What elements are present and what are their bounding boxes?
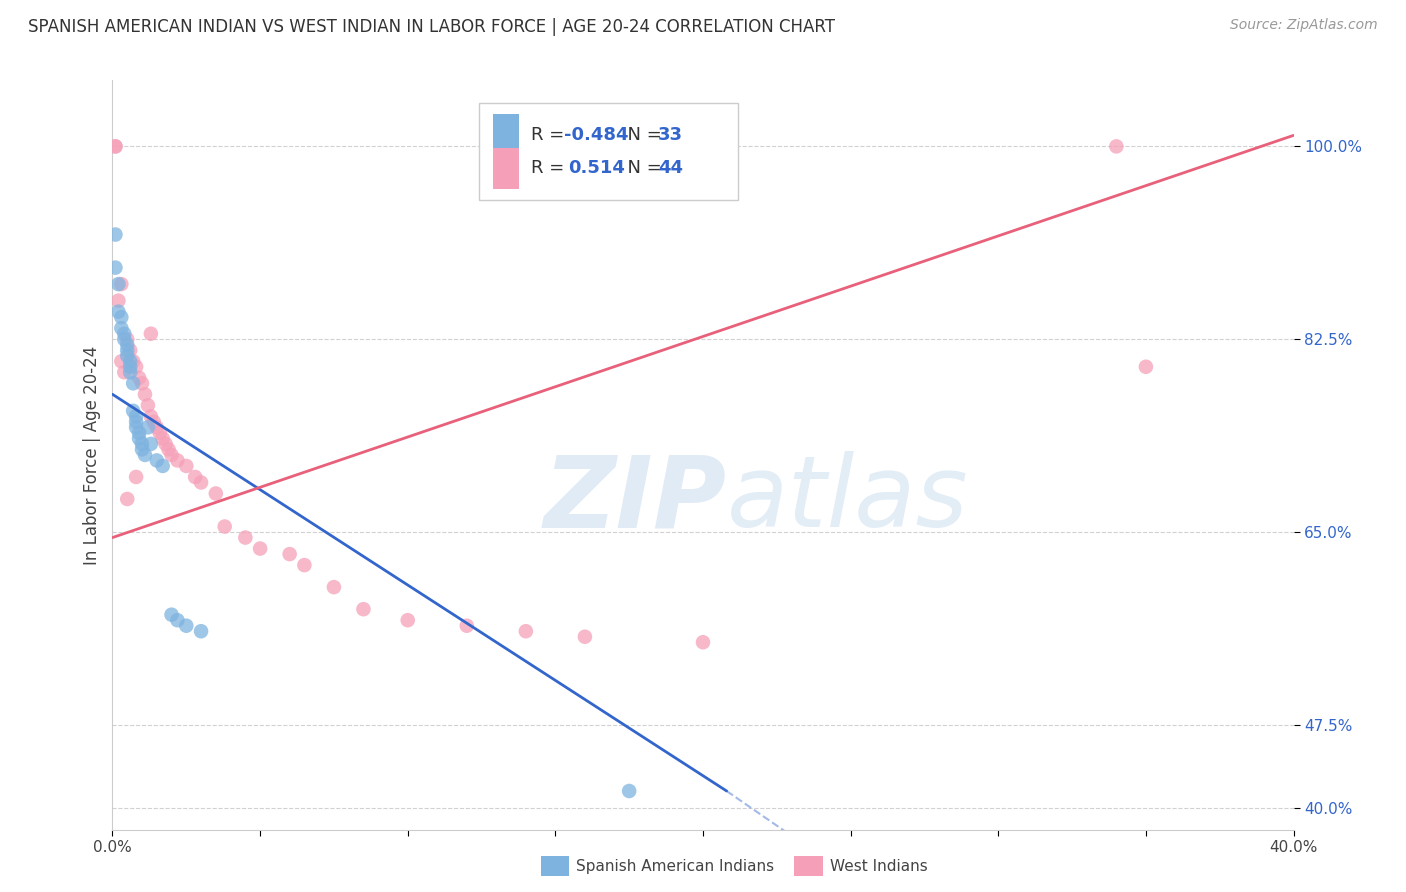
Point [160, 607, 183, 622]
Point [112, 326, 135, 341]
Point [249, 541, 271, 556]
Point [214, 519, 236, 533]
Point [104, 139, 127, 153]
Text: SPANISH AMERICAN INDIAN VS WEST INDIAN IN LABOR FORCE | AGE 20-24 CORRELATION CH: SPANISH AMERICAN INDIAN VS WEST INDIAN I… [28, 18, 835, 36]
Text: N =: N = [616, 126, 666, 144]
Point [125, 420, 148, 434]
Point [166, 453, 188, 467]
Point [574, 630, 596, 644]
Point [134, 448, 156, 462]
Point [619, 784, 641, 798]
Point [456, 618, 478, 632]
Point [146, 420, 169, 434]
Point [233, 531, 256, 545]
Point [104, 139, 127, 153]
Point [122, 376, 145, 391]
Point [122, 404, 145, 418]
Text: atlas: atlas [727, 451, 969, 549]
Text: N =: N = [616, 160, 666, 178]
FancyBboxPatch shape [492, 114, 519, 155]
Point [515, 624, 537, 639]
Point [110, 354, 132, 368]
Point [125, 359, 148, 374]
Point [323, 580, 346, 594]
Point [125, 409, 148, 424]
Point [139, 326, 162, 341]
Point [131, 442, 153, 457]
Point [396, 613, 419, 627]
Point [117, 491, 138, 506]
Point [131, 376, 153, 391]
Point [190, 475, 212, 490]
Point [117, 332, 138, 346]
Point [142, 415, 165, 429]
Point [117, 349, 138, 363]
Point [110, 321, 132, 335]
Point [152, 431, 174, 445]
Point [292, 558, 315, 573]
Point [131, 437, 153, 451]
Point [110, 310, 132, 325]
Point [146, 453, 169, 467]
Text: 0.514: 0.514 [568, 160, 626, 178]
Y-axis label: In Labor Force | Age 20-24: In Labor Force | Age 20-24 [83, 345, 101, 565]
Point [125, 415, 148, 429]
Text: R =: R = [530, 160, 575, 178]
Point [110, 277, 132, 292]
Point [1135, 359, 1157, 374]
Point [128, 425, 150, 440]
Text: Spanish American Indians: Spanish American Indians [576, 859, 775, 873]
Point [149, 425, 172, 440]
Point [125, 470, 148, 484]
Text: West Indians: West Indians [830, 859, 928, 873]
Text: -0.484: -0.484 [564, 126, 628, 144]
Point [117, 337, 138, 351]
Point [155, 437, 177, 451]
Point [1105, 139, 1128, 153]
Point [104, 260, 127, 275]
Point [107, 304, 129, 318]
Point [120, 359, 142, 374]
Point [112, 332, 135, 346]
Point [107, 277, 129, 292]
FancyBboxPatch shape [478, 103, 738, 200]
Point [205, 486, 228, 500]
Point [120, 354, 142, 368]
Text: 33: 33 [658, 126, 683, 144]
Text: 44: 44 [658, 160, 683, 178]
FancyBboxPatch shape [492, 148, 519, 189]
Point [160, 448, 183, 462]
Point [174, 618, 197, 632]
Point [692, 635, 714, 649]
Point [139, 437, 162, 451]
Point [278, 547, 301, 561]
Point [128, 371, 150, 385]
Point [134, 387, 156, 401]
Point [184, 470, 207, 484]
Point [139, 409, 162, 424]
Text: ZIP: ZIP [544, 451, 727, 549]
Point [136, 398, 159, 412]
Point [352, 602, 374, 616]
Point [120, 365, 142, 379]
Point [128, 431, 150, 445]
Point [104, 227, 127, 242]
Point [117, 343, 138, 358]
Text: R =: R = [530, 126, 569, 144]
Point [112, 365, 135, 379]
Text: Source: ZipAtlas.com: Source: ZipAtlas.com [1230, 18, 1378, 32]
Point [152, 458, 174, 473]
Point [120, 343, 142, 358]
Point [166, 613, 188, 627]
Point [157, 442, 180, 457]
Point [107, 293, 129, 308]
Point [122, 354, 145, 368]
Point [136, 420, 159, 434]
Point [174, 458, 197, 473]
Point [190, 624, 212, 639]
